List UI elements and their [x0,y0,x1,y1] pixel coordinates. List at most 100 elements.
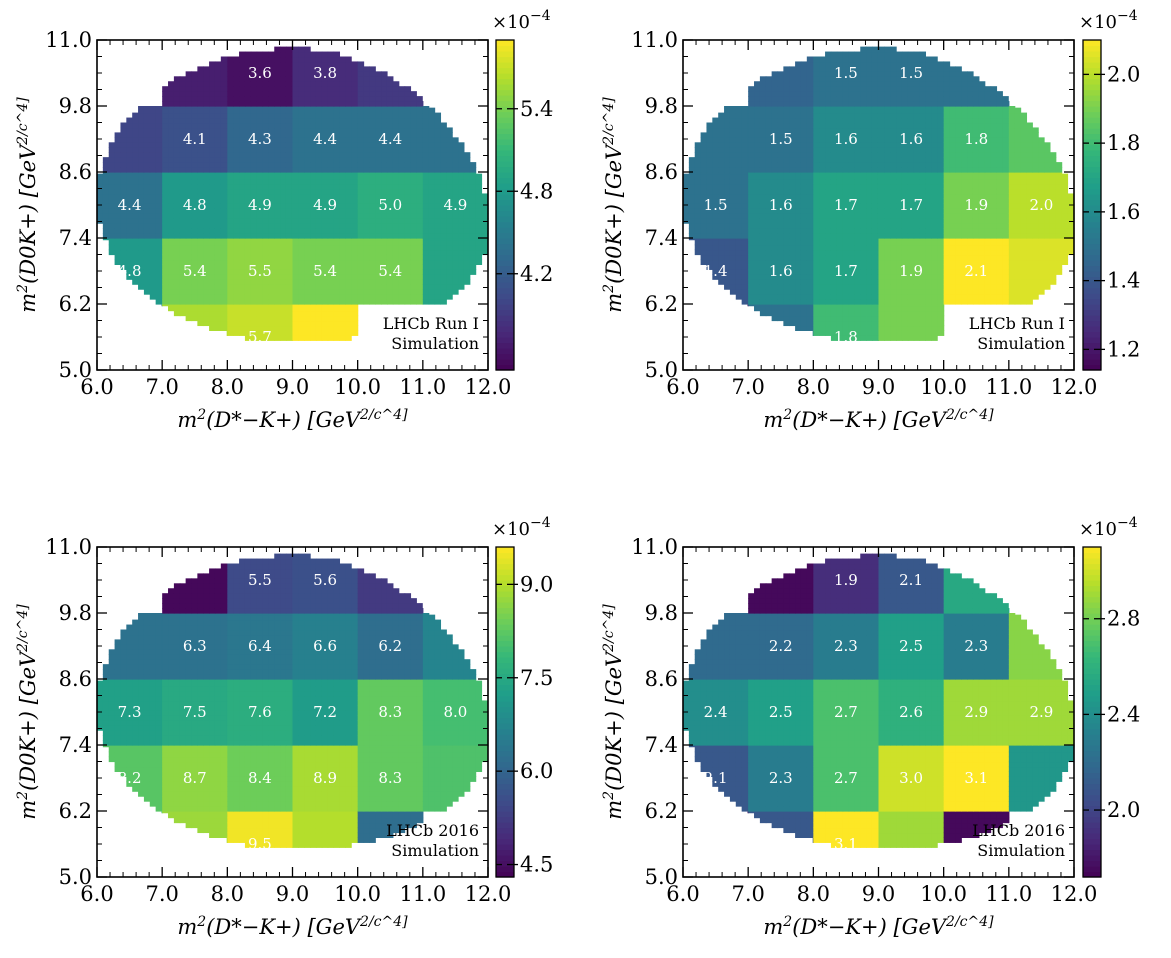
heatmap-cell [162,106,228,173]
colorbar-segment [1083,73,1101,80]
colorbar-segment [496,844,514,851]
cell-value-label: 6.4 [248,637,272,655]
cell-value-label: 1.7 [834,196,858,214]
x-tick-label: 10.0 [920,375,967,399]
colorbar-segment [1083,800,1101,807]
colorbar-segment [496,552,514,559]
colorbar-segment [496,40,514,47]
colorbar-segment [1083,827,1101,834]
x-tick-label: 7.0 [731,375,764,399]
colorbar-segment [496,254,514,261]
colorbar-segment [1083,635,1101,642]
cell-value-label: 1.6 [899,130,923,148]
heatmap-cell [813,745,880,812]
heatmap-cell [748,56,814,107]
x-tick-label: 6.0 [666,375,699,399]
y-tick-label: 11.0 [631,28,678,52]
colorbar-segment [496,45,514,52]
colorbar-segment [1083,353,1101,360]
cell-value-label: 1.7 [834,262,858,280]
cell-value-label: 2.9 [964,703,988,721]
colorbar-segment [496,613,514,620]
colorbar-tick-label: 2.0 [1107,62,1140,86]
colorbar-segment [1083,326,1101,333]
x-tick-label: 7.0 [145,375,178,399]
cell-value-label: 4.9 [443,196,467,214]
heatmap-cell [813,553,880,614]
heatmap-cell [227,811,294,848]
colorbar-segment [1083,287,1101,294]
colorbar-segment [496,315,514,322]
colorbar-segment [496,111,514,118]
heatmap-cell [943,568,1010,614]
colorbar-segment [1083,662,1101,669]
y-tick-label: 5.0 [645,358,678,382]
cell-value-label: 9.5 [248,835,272,853]
cell-value-label: 2.7 [834,769,858,787]
colorbar-segment [1083,816,1101,823]
colorbar-segment [496,679,514,686]
colorbar-segment [1083,805,1101,812]
colorbar-segment [1083,331,1101,338]
colorbar-segment [1083,585,1101,592]
heatmap-cell [292,679,359,746]
colorbar-tick-label: 6.0 [520,759,553,783]
heatmap-cell [102,106,163,173]
colorbar-segment [496,607,514,614]
y-tick-label: 9.8 [59,94,92,118]
cell-value-label: 3.1 [834,835,858,853]
cell-value-label: 2.5 [899,637,923,655]
colorbar-segment [496,739,514,746]
colorbar-segment [496,805,514,812]
heatmap-panel-4: 2.1 3.1 2.1 2.3 2.7 3.0 3.1 2.4 2.5 2.7 2.6 2.9 2.9 2… [601,515,1140,939]
heatmap-cell [748,745,814,812]
y-tick-label: 11.0 [45,535,92,559]
cell-value-label: 2.1 [964,262,988,280]
heatmap-cell [748,811,814,843]
colorbar-segment [1083,238,1101,245]
heatmap-panel-1: 5.6 5.7 4.8 5.4 5.5 5.4 5.4 4.4 4.8 4.9 4.9 5.0 4.9 4… [15,8,553,432]
cell-value-label: 2.7 [834,703,858,721]
colorbar-segment [1083,871,1101,878]
colorbar-segment [1083,51,1101,58]
heatmap-cell [878,46,945,107]
x-tick-label: 9.0 [862,882,895,906]
heatmap-cell [748,172,814,239]
colorbar-segment [1083,188,1101,195]
heatmap-cell [1008,679,1075,746]
colorbar-segment [1083,117,1101,124]
colorbar-segment [1083,651,1101,658]
x-tick-label: 12.0 [465,375,512,399]
colorbar-segment [1083,624,1101,631]
heatmap-cell [1008,172,1075,239]
colorbar-segment [1083,822,1101,829]
cell-value-label: 4.4 [313,130,337,148]
cell-value-label: 5.5 [248,262,272,280]
heatmap-cell [1008,613,1063,680]
heatmap-cell [747,811,749,814]
colorbar-segment [1083,221,1101,228]
colorbar-segment [1083,210,1101,217]
cell-value-label: 6.3 [183,637,207,655]
colorbar-segment [1083,133,1101,140]
colorbar-segment [1083,56,1101,63]
colorbar-segment [1083,183,1101,190]
colorbar-segment [496,199,514,206]
colorbar-segment [1083,177,1101,184]
colorbar-segment [1083,673,1101,680]
colorbar-segment [1083,309,1101,316]
cell-value-label: 4.9 [313,196,337,214]
colorbar-segment [1083,161,1101,168]
colorbar-segment [1083,304,1101,311]
heatmap-cell [292,613,359,680]
colorbar-segment [496,646,514,653]
y-tick-label: 11.0 [45,28,92,52]
cell-value-label: 1.5 [704,196,728,214]
colorbar-segment [496,712,514,719]
heatmap-cell [162,238,228,305]
heatmap-cell [162,304,228,336]
colorbar-segment [1083,216,1101,223]
colorbar-segment [496,558,514,565]
colorbar-segment [1083,761,1101,768]
heatmap-cell [683,172,749,239]
